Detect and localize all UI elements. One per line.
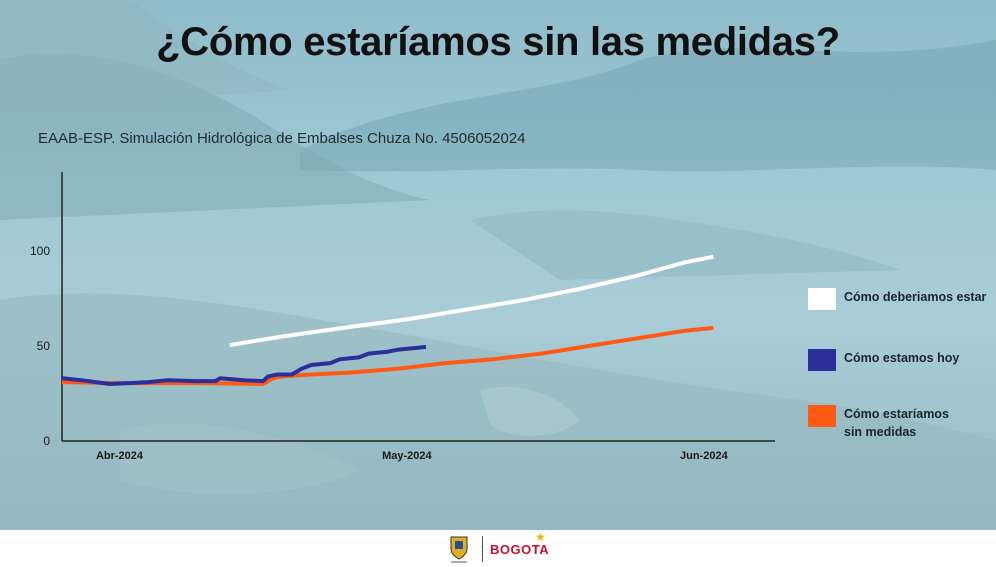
y-tick-label: 100	[30, 244, 50, 258]
line-chart: 0 50 100 Abr-2024 May-2024 Jun-2024	[30, 172, 775, 462]
legend-label-sin-medidas: Cómo estaríamos sin medidas	[844, 407, 949, 439]
reservoir-background	[0, 0, 996, 530]
x-tick-label: Abr-2024	[96, 450, 144, 462]
series-line-2	[61, 325, 714, 386]
star-icon: ★	[535, 530, 546, 544]
series-line-0	[229, 254, 714, 348]
bogota-logo: BOGOTA	[490, 542, 550, 557]
legend-swatch-hoy	[808, 349, 836, 371]
legend-label-hoy: Cómo estamos hoy	[844, 351, 960, 365]
legend-item-hoy: Cómo estamos hoy	[808, 349, 959, 371]
legend-label-deberiamos: Cómo deberiamos estar	[844, 290, 987, 304]
legend-item-sin-medidas: Cómo estaríamos sin medidas	[808, 405, 949, 441]
y-tick-label: 0	[43, 434, 50, 448]
footer-bar: BOGOTA ★	[0, 530, 996, 567]
x-tick-label: Jun-2024	[680, 450, 729, 462]
x-tick-label: May-2024	[382, 450, 432, 462]
legend-swatch-deberiamos	[808, 288, 836, 310]
chart-axes	[61, 172, 775, 442]
legend-item-deberiamos: Cómo deberiamos estar	[808, 288, 986, 310]
footer-divider	[482, 536, 483, 562]
slide: ¿Cómo estaríamos sin las medidas? EAAB-E…	[0, 0, 996, 530]
chart-ticks: 0 50 100 Abr-2024 May-2024 Jun-2024	[30, 244, 729, 462]
series-line-1	[61, 344, 427, 386]
y-tick-label: 50	[37, 339, 51, 353]
chart-series	[61, 254, 714, 386]
chart-source-subtitle: EAAB-ESP. Simulación Hidrológica de Emba…	[38, 130, 526, 147]
bogota-crest-icon	[450, 536, 468, 563]
slide-title: ¿Cómo estaríamos sin las medidas?	[156, 20, 840, 64]
legend-swatch-sin-medidas	[808, 405, 836, 427]
